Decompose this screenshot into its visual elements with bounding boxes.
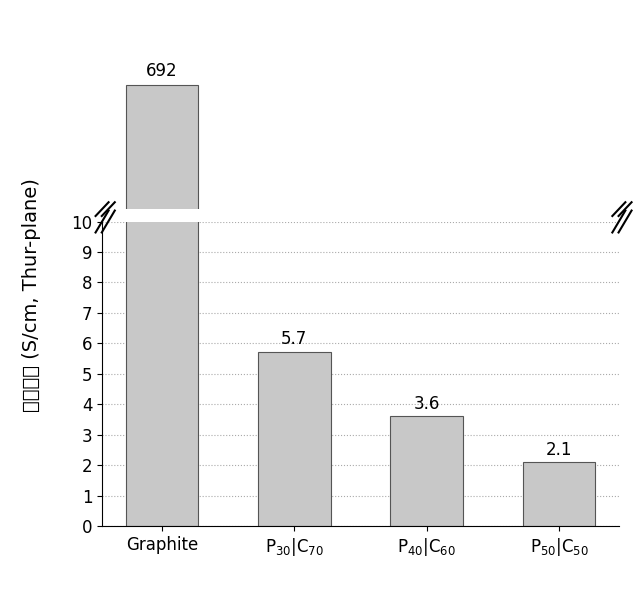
Text: 5.7: 5.7 — [281, 330, 308, 348]
Text: 2.1: 2.1 — [545, 441, 572, 459]
Text: 692: 692 — [146, 62, 178, 80]
Bar — [390, 417, 463, 526]
Bar — [523, 462, 595, 526]
Bar — [126, 0, 198, 526]
Bar — [126, 85, 198, 591]
Bar — [258, 352, 330, 526]
Text: 체적저항 (S/cm, Thur-plane): 체적저항 (S/cm, Thur-plane) — [22, 178, 41, 413]
Text: 3.6: 3.6 — [413, 395, 440, 413]
